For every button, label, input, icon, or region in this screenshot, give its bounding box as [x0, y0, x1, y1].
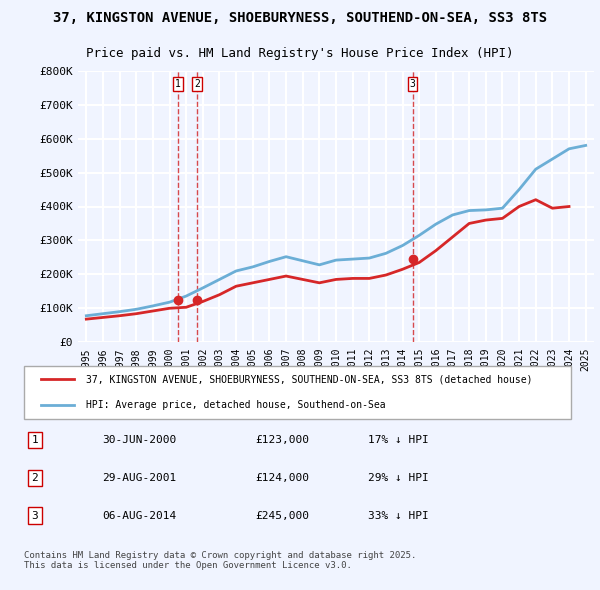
Text: HPI: Average price, detached house, Southend-on-Sea: HPI: Average price, detached house, Sout… — [86, 401, 385, 410]
Text: 29-AUG-2001: 29-AUG-2001 — [103, 473, 177, 483]
Text: 29% ↓ HPI: 29% ↓ HPI — [368, 473, 428, 483]
Text: 1: 1 — [175, 79, 181, 89]
FancyBboxPatch shape — [23, 366, 571, 419]
Text: 1: 1 — [32, 435, 38, 445]
Text: 2: 2 — [32, 473, 38, 483]
Text: 30-JUN-2000: 30-JUN-2000 — [103, 435, 177, 445]
Text: 17% ↓ HPI: 17% ↓ HPI — [368, 435, 428, 445]
Text: £245,000: £245,000 — [255, 511, 309, 520]
Text: 3: 3 — [32, 511, 38, 520]
Text: 37, KINGSTON AVENUE, SHOEBURYNESS, SOUTHEND-ON-SEA, SS3 8TS (detached house): 37, KINGSTON AVENUE, SHOEBURYNESS, SOUTH… — [86, 375, 532, 384]
Text: Contains HM Land Registry data © Crown copyright and database right 2025.
This d: Contains HM Land Registry data © Crown c… — [23, 551, 416, 571]
Text: 06-AUG-2014: 06-AUG-2014 — [103, 511, 177, 520]
Text: £123,000: £123,000 — [255, 435, 309, 445]
Text: 3: 3 — [410, 79, 416, 89]
Text: 33% ↓ HPI: 33% ↓ HPI — [368, 511, 428, 520]
Text: £124,000: £124,000 — [255, 473, 309, 483]
Text: Price paid vs. HM Land Registry's House Price Index (HPI): Price paid vs. HM Land Registry's House … — [86, 47, 514, 60]
Text: 2: 2 — [194, 79, 200, 89]
Text: 37, KINGSTON AVENUE, SHOEBURYNESS, SOUTHEND-ON-SEA, SS3 8TS: 37, KINGSTON AVENUE, SHOEBURYNESS, SOUTH… — [53, 11, 547, 25]
